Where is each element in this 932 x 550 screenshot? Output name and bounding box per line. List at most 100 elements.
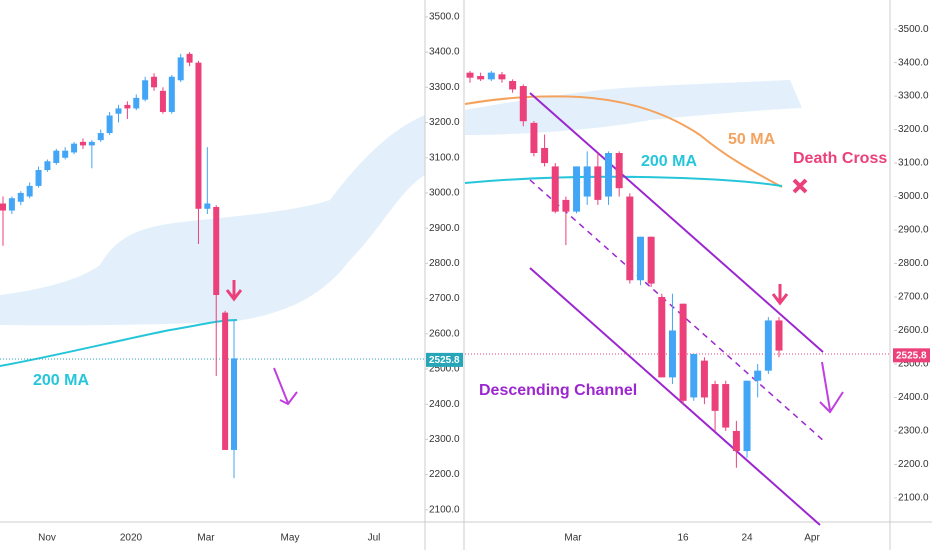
x-tick-label: 2020 [120, 533, 143, 544]
candle-body [62, 150, 69, 158]
annotation: 200 MA [33, 372, 89, 389]
candle-body [79, 141, 86, 146]
candle-body [636, 236, 644, 281]
y-tick-label: 2200.0 [898, 459, 929, 470]
candle-body [53, 150, 60, 164]
y-tick-label: 2600.0 [429, 328, 460, 339]
candle-body [732, 430, 740, 452]
x-tick-label: Apr [804, 533, 820, 544]
candle-body [605, 153, 613, 197]
candle-body [466, 72, 474, 78]
candle-body [168, 76, 175, 112]
candle-body [679, 303, 687, 401]
candle-body [159, 90, 166, 112]
down-arrow [771, 284, 789, 306]
y-tick-label: 2600.0 [898, 325, 929, 336]
y-tick-label: 2800.0 [429, 258, 460, 269]
candle-body [658, 296, 666, 378]
candle-body [195, 62, 202, 209]
y-tick-label: 3100.0 [429, 152, 460, 163]
y-tick-label: 3500.0 [429, 12, 460, 23]
candle-body [551, 166, 559, 212]
y-tick-label: 3000.0 [898, 191, 929, 202]
y-tick-label: 3400.0 [898, 57, 929, 68]
candle-body [530, 122, 538, 154]
price-tag [893, 348, 930, 363]
price-label: 2525.8 [429, 355, 460, 366]
y-tick-label: 2700.0 [429, 293, 460, 304]
candle-body [231, 358, 237, 450]
x-tick-label: Jul [368, 533, 381, 544]
candle-body [647, 236, 655, 284]
x-tick-label: Mar [197, 533, 215, 544]
candle-body [151, 76, 158, 88]
candle-body [142, 80, 149, 100]
y-tick-label: 2400.0 [429, 399, 460, 410]
candle-body [775, 320, 783, 351]
y-tick-label: 2500.0 [429, 364, 460, 375]
x-tick-label: Mar [564, 533, 582, 544]
channel-line [529, 267, 821, 526]
ma-200-line [464, 175, 783, 187]
y-tick-label: 3300.0 [898, 91, 929, 102]
y-tick-label: 3100.0 [898, 158, 929, 169]
down-arrow [819, 361, 844, 414]
candle-body [177, 57, 184, 81]
candle-body [213, 207, 220, 296]
channel-line [529, 92, 824, 353]
y-tick-label: 2100.0 [429, 504, 460, 515]
annotation: 200 MA [641, 153, 697, 170]
y-tick-label: 3000.0 [429, 188, 460, 199]
candle-body [477, 76, 485, 80]
candle-body [35, 170, 42, 186]
y-tick-label: 2400.0 [898, 392, 929, 403]
y-tick-label: 2200.0 [429, 469, 460, 480]
candle-body [743, 380, 751, 452]
x-tick-label: Nov [38, 533, 56, 544]
y-tick-label: 2500.0 [898, 359, 929, 370]
candle-body [97, 133, 104, 141]
candle-body [562, 199, 570, 212]
y-tick-label: 3200.0 [429, 117, 460, 128]
y-tick-label: 3200.0 [898, 124, 929, 135]
y-tick-label: 3500.0 [898, 24, 929, 35]
candle-body [700, 360, 708, 398]
y-tick-label: 2300.0 [898, 426, 929, 437]
price-tag [426, 352, 463, 367]
candle-body [583, 166, 591, 197]
candle-body [615, 153, 623, 189]
candle-body [487, 72, 495, 80]
candle-body [754, 370, 762, 381]
candle-body [541, 147, 549, 164]
x-tick-label: May [281, 533, 300, 544]
down-arrow [225, 280, 243, 302]
candle-body [44, 161, 51, 171]
cloud [465, 80, 802, 135]
candle-body [8, 198, 15, 211]
candle-body [764, 320, 772, 371]
candle-body [106, 115, 113, 134]
y-tick-label: 3400.0 [429, 47, 460, 58]
candle-body [711, 384, 719, 411]
candle-body [722, 384, 730, 428]
candle-body [690, 353, 698, 398]
candle-body [26, 185, 33, 197]
y-tick-label: 2700.0 [898, 292, 929, 303]
candle-body [509, 81, 517, 90]
candle-body [498, 74, 506, 80]
annotation: Descending Channel [479, 382, 637, 399]
y-tick-label: 3300.0 [429, 82, 460, 93]
candle-body [17, 192, 24, 202]
down-arrow [273, 367, 298, 406]
ma-200-line [0, 319, 238, 367]
candle-body [573, 166, 581, 212]
cloud [0, 115, 425, 326]
annotation: Death Cross [793, 150, 887, 167]
x-tick-label: 24 [741, 533, 753, 544]
cross-mark [792, 178, 808, 194]
candle-body [626, 196, 634, 281]
x-tick-label: 16 [677, 533, 689, 544]
candle-body [88, 141, 95, 146]
candle-body [0, 203, 6, 211]
